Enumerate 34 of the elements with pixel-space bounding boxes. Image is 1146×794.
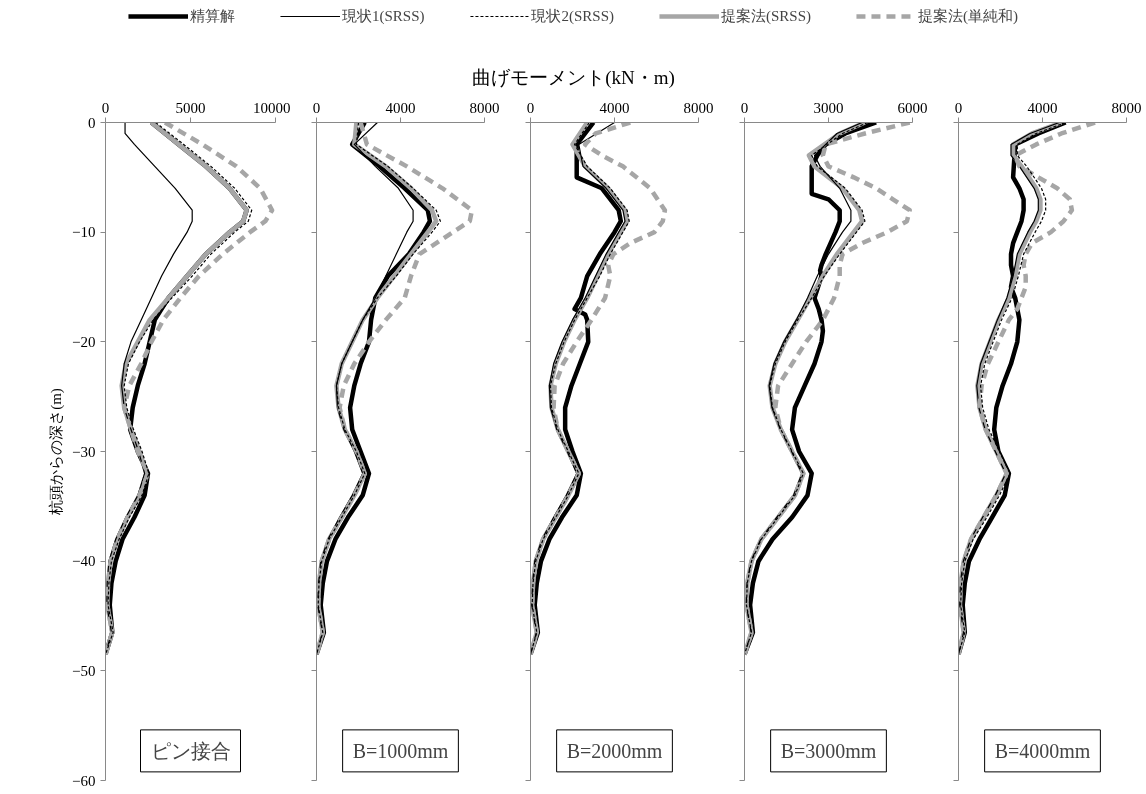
y-tick-label: −40 <box>72 553 96 570</box>
legend-label: 現状1(SRSS) <box>341 6 425 26</box>
x-tick-label: 4000 <box>385 99 416 116</box>
annotation: B=4000mm <box>994 739 1091 762</box>
legend-label: 提案法(単純和) <box>918 6 1019 26</box>
x-tick-label: 8000 <box>469 99 500 116</box>
x-tick-label: 0 <box>312 99 321 116</box>
y-tick-label: −10 <box>72 224 96 241</box>
x-tick-label: 0 <box>101 99 110 116</box>
y-tick-label: −20 <box>72 333 96 350</box>
x-tick-label: 4000 <box>1027 99 1058 116</box>
x-tick-label: 0 <box>954 99 963 116</box>
annotation: B=1000mm <box>352 739 449 762</box>
x-tick-label: 3000 <box>813 99 844 116</box>
legend-label: 現状2(SRSS) <box>531 6 615 26</box>
annotation: B=3000mm <box>780 739 877 762</box>
x-tick-label: 10000 <box>253 99 291 116</box>
y-tick-label: −30 <box>72 443 96 460</box>
x-tick-label: 5000 <box>175 99 206 116</box>
legend-label: 提案法(SRSS) <box>721 6 812 26</box>
y-tick-label: 0 <box>88 114 96 131</box>
annotation: B=2000mm <box>566 739 663 762</box>
x-tick-label: 8000 <box>1111 99 1142 116</box>
x-tick-label: 4000 <box>599 99 630 116</box>
x-tick-label: 0 <box>740 99 749 116</box>
annotation: ピン接合 <box>150 739 231 762</box>
x-axis-title: 曲げモーメント(kN・m) <box>472 66 675 89</box>
x-tick-label: 6000 <box>897 99 928 116</box>
y-tick-label: −60 <box>72 772 96 789</box>
legend-label: 精算解 <box>189 6 235 26</box>
x-tick-label: 8000 <box>683 99 714 116</box>
y-axis-title: 杭頭からの深さ(m) <box>48 388 66 516</box>
y-tick-label: −50 <box>72 662 96 679</box>
x-tick-label: 0 <box>526 99 535 116</box>
